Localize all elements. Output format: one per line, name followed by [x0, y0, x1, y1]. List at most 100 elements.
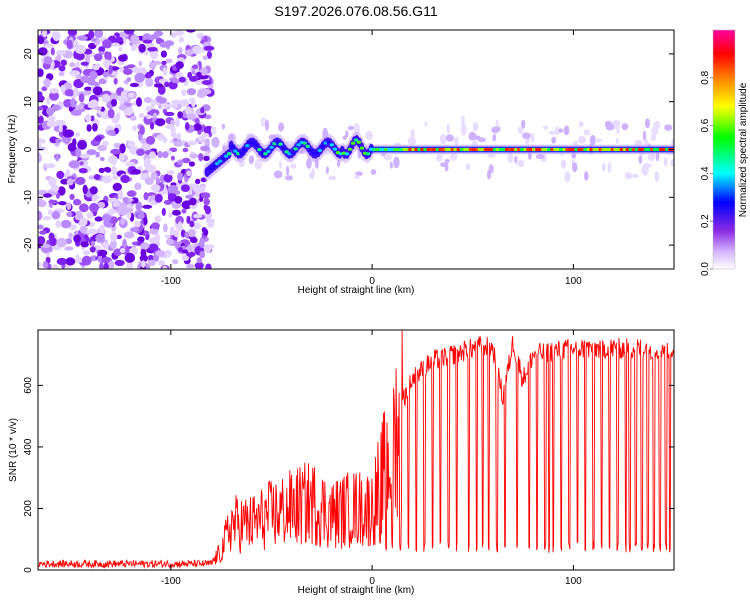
noise-blob: [203, 244, 212, 253]
noise-blob: [112, 202, 120, 208]
noise-blob: [89, 186, 98, 195]
noise-blob: [278, 122, 285, 132]
noise-blob: [186, 170, 192, 177]
noise-blob: [148, 61, 157, 69]
spectrogram-y-label: Frequency (Hz): [7, 115, 18, 184]
noise-blob: [43, 43, 54, 48]
noise-blob: [75, 176, 86, 185]
trace-peak: [278, 142, 283, 146]
noise-blob: [181, 208, 187, 214]
noise-blob: [460, 124, 467, 136]
noise-blob: [65, 238, 73, 245]
noise-blob: [82, 250, 90, 256]
noise-blob: [578, 135, 587, 144]
noise-blob: [111, 99, 117, 107]
noise-blob: [188, 161, 195, 167]
noise-blob: [101, 175, 112, 184]
noise-blob: [621, 123, 629, 131]
noise-blob: [112, 182, 123, 192]
noise-blob: [108, 197, 118, 203]
y-tick-label: -10: [23, 190, 34, 205]
noise-blob: [38, 210, 43, 221]
noise-blob: [186, 113, 196, 120]
noise-blob: [548, 130, 557, 136]
noise-blob: [122, 196, 129, 203]
noise-blob: [594, 138, 602, 143]
colorbar-tick-label: 0.8: [700, 70, 711, 84]
trace-peak: [344, 152, 350, 156]
noise-blob: [487, 153, 496, 158]
noise-blob: [69, 70, 81, 77]
noise-blob: [184, 49, 194, 56]
noise-blob: [551, 136, 557, 144]
spectrogram-noise: [38, 30, 674, 269]
trace-peak: [263, 152, 268, 156]
noise-blob: [454, 136, 459, 146]
noise-blob: [90, 240, 96, 247]
noise-blob: [150, 200, 156, 206]
noise-blob: [93, 106, 102, 111]
noise-blob: [273, 170, 283, 179]
noise-blob: [126, 261, 134, 269]
trace-peak: [332, 147, 338, 151]
noise-blob: [73, 234, 81, 243]
noise-blob: [67, 142, 77, 152]
noise-blob: [182, 147, 189, 153]
noise-blob: [181, 200, 192, 210]
snr-x-label: Height of straight line (km): [298, 585, 415, 596]
noise-blob: [93, 53, 103, 62]
noise-blob: [130, 44, 137, 52]
noise-blob: [73, 198, 82, 206]
noise-blob: [143, 192, 149, 201]
spectrogram-y-ticks: -20 -10 0 10 20: [23, 48, 674, 252]
x-tick-label: 100: [565, 576, 582, 587]
noise-blob: [64, 89, 75, 97]
noise-blob: [449, 152, 458, 161]
noise-blob: [111, 165, 117, 176]
noise-blob: [90, 37, 97, 42]
noise-blob: [86, 124, 92, 132]
colorbar-tick-label: 0.6: [700, 118, 711, 132]
noise-blob: [152, 112, 158, 119]
noise-blob: [79, 153, 91, 159]
trace-peak: [293, 147, 298, 151]
noise-blob: [572, 141, 579, 146]
noise-blob: [118, 66, 124, 73]
noise-blob: [172, 259, 179, 265]
noise-blob: [103, 59, 111, 68]
noise-blob: [111, 42, 120, 47]
noise-blob: [93, 245, 102, 250]
noise-blob: [211, 136, 220, 148]
noise-blob: [558, 128, 564, 133]
noise-blob: [199, 239, 205, 249]
noise-blob: [197, 135, 206, 143]
noise-blob: [107, 108, 115, 119]
y-tick-label: 600: [23, 377, 34, 394]
noise-blob: [79, 225, 88, 234]
noise-blob: [161, 103, 172, 108]
noise-blob: [616, 124, 620, 135]
noise-blob: [42, 216, 52, 221]
noise-blob: [48, 177, 57, 187]
noise-blob: [187, 244, 192, 253]
trace-peak: [359, 146, 365, 150]
snr-y-ticks: 0 200 400 600: [23, 377, 674, 573]
noise-blob: [140, 242, 150, 250]
noise-blob: [151, 222, 160, 230]
trace-peak: [208, 167, 214, 171]
noise-blob: [604, 120, 612, 128]
colorbar: 0.0 0.2 0.4 0.6 0.8 Normalized spectral ampl…: [700, 29, 749, 276]
noise-blob: [187, 71, 193, 79]
noise-blob: [170, 132, 177, 138]
noise-blob: [73, 87, 79, 97]
noise-blob: [38, 224, 44, 230]
snr-line: [38, 330, 674, 569]
noise-blob: [199, 67, 208, 76]
noise-blob: [38, 262, 42, 268]
noise-blob: [147, 259, 156, 267]
noise-blob: [129, 82, 139, 88]
noise-blob: [325, 166, 329, 175]
trace-peak: [504, 147, 510, 152]
noise-blob: [465, 163, 471, 171]
